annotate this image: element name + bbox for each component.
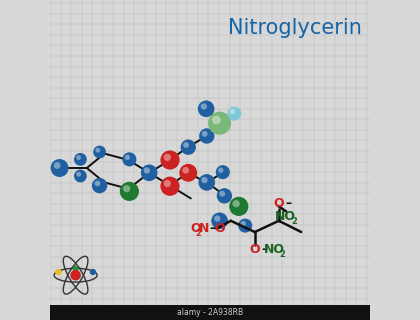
- Circle shape: [182, 167, 189, 174]
- Text: O: O: [214, 222, 225, 235]
- Circle shape: [74, 153, 87, 166]
- Circle shape: [164, 180, 171, 187]
- Circle shape: [214, 215, 221, 222]
- Text: NO: NO: [263, 243, 284, 256]
- Text: 2: 2: [291, 217, 297, 226]
- Circle shape: [217, 188, 232, 204]
- Circle shape: [201, 177, 207, 183]
- Circle shape: [164, 154, 171, 161]
- Text: NO: NO: [276, 210, 297, 222]
- Text: N: N: [198, 222, 209, 235]
- Circle shape: [73, 266, 78, 271]
- Circle shape: [54, 162, 60, 169]
- Circle shape: [94, 180, 100, 186]
- Circle shape: [144, 167, 150, 174]
- Text: 2: 2: [196, 229, 202, 238]
- Circle shape: [56, 269, 61, 275]
- Text: O: O: [273, 197, 284, 210]
- Text: –: –: [262, 243, 268, 256]
- Circle shape: [238, 219, 252, 233]
- Circle shape: [229, 197, 248, 216]
- Circle shape: [160, 150, 180, 170]
- Circle shape: [181, 140, 196, 155]
- Circle shape: [160, 177, 180, 196]
- Circle shape: [179, 164, 197, 182]
- Circle shape: [51, 159, 68, 177]
- Circle shape: [232, 200, 240, 207]
- Circle shape: [218, 167, 223, 173]
- Circle shape: [211, 212, 228, 229]
- Bar: [50, 305, 370, 320]
- Circle shape: [198, 100, 215, 117]
- Circle shape: [219, 191, 225, 196]
- Circle shape: [92, 178, 107, 193]
- Circle shape: [93, 146, 106, 158]
- Text: 2: 2: [279, 250, 285, 259]
- Circle shape: [125, 155, 130, 160]
- Circle shape: [202, 131, 207, 137]
- Circle shape: [123, 185, 130, 192]
- Text: –: –: [286, 197, 292, 210]
- Circle shape: [227, 107, 242, 121]
- Circle shape: [122, 152, 136, 166]
- Circle shape: [74, 170, 87, 182]
- Circle shape: [71, 271, 80, 280]
- Circle shape: [120, 182, 139, 201]
- Text: O: O: [190, 222, 201, 235]
- Text: O: O: [249, 243, 260, 256]
- Circle shape: [141, 164, 158, 181]
- Text: –: –: [209, 222, 215, 235]
- Circle shape: [90, 269, 95, 275]
- Circle shape: [199, 174, 215, 191]
- Circle shape: [183, 142, 189, 148]
- Circle shape: [241, 221, 246, 226]
- Circle shape: [230, 109, 235, 114]
- Circle shape: [201, 103, 207, 110]
- Text: alamy - 2A938RB: alamy - 2A938RB: [177, 308, 243, 317]
- Circle shape: [76, 155, 81, 160]
- Text: Nitroglycerin: Nitroglycerin: [228, 18, 362, 38]
- Circle shape: [212, 116, 221, 124]
- Circle shape: [216, 165, 230, 179]
- Circle shape: [95, 148, 100, 153]
- Circle shape: [199, 128, 215, 144]
- Circle shape: [208, 112, 231, 135]
- Circle shape: [76, 172, 81, 177]
